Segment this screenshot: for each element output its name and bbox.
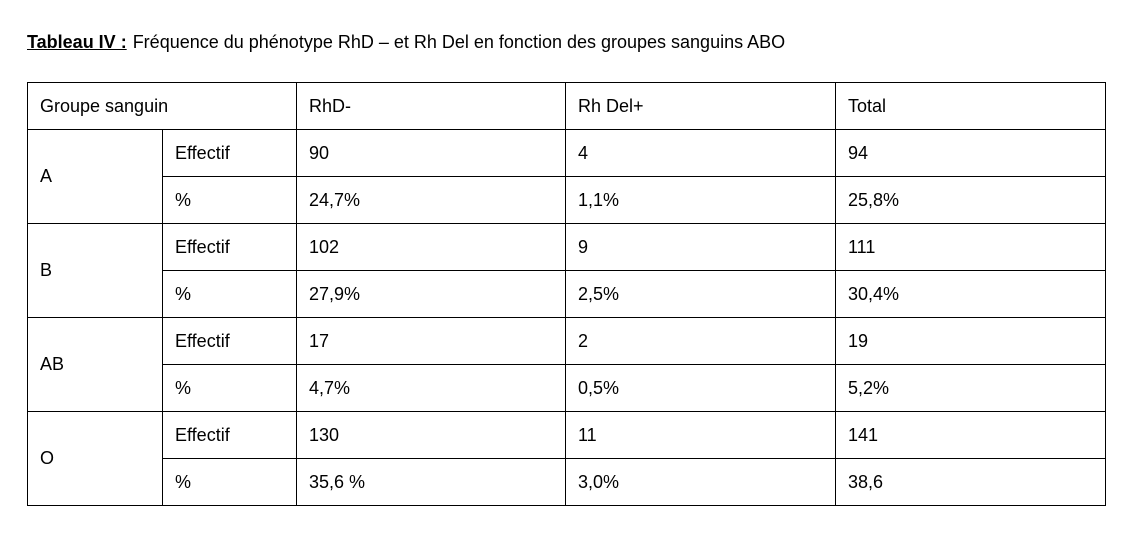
caption: Tableau IV : Fréquence du phénotype RhD –… — [27, 32, 785, 53]
value-cell: 94 — [835, 129, 1106, 177]
value-cell: 38,6 — [835, 458, 1106, 506]
group-cell: AB — [27, 317, 163, 412]
measure-cell: Effectif — [162, 223, 297, 271]
value-cell: 17 — [296, 317, 566, 365]
measure-cell: % — [162, 364, 297, 412]
row: A Effectif 90 4 94 — [27, 129, 1106, 224]
value-cell: 4,7% — [296, 364, 566, 412]
value-cell: 35,6 % — [296, 458, 566, 506]
value-cell: 2 — [565, 317, 836, 365]
value-cell: 0,5% — [565, 364, 836, 412]
value-cell: 11 — [565, 411, 836, 459]
measure-cell: % — [162, 270, 297, 318]
value-cell: 30,4% — [835, 270, 1106, 318]
row: % 4,7% 0,5% 5,2% — [28, 364, 1106, 412]
value-cell: 27,9% — [296, 270, 566, 318]
value-cell: 24,7% — [296, 176, 566, 224]
row: B Effectif 102 9 111 — [27, 223, 1106, 318]
value-cell: 2,5% — [565, 270, 836, 318]
row: AB Effectif 17 2 19 — [27, 317, 1106, 412]
group-cell: B — [27, 223, 163, 318]
value-cell: 3,0% — [565, 458, 836, 506]
value-cell: 141 — [835, 411, 1106, 459]
value-cell: 1,1% — [565, 176, 836, 224]
header-cell: Total — [835, 82, 1106, 130]
measure-cell: Effectif — [162, 317, 297, 365]
header-cell: Groupe sanguin — [27, 82, 297, 130]
value-cell: 19 — [835, 317, 1106, 365]
value-cell: 25,8% — [835, 176, 1106, 224]
table: Groupe sanguin RhD- Rh Del+ Total A Effectif 9… — [27, 82, 1106, 506]
value-cell: 9 — [565, 223, 836, 271]
group-cell: O — [27, 411, 163, 506]
measure-cell: % — [162, 176, 297, 224]
measure-cell: % — [162, 458, 297, 506]
header-row: Groupe sanguin RhD- Rh Del+ Total — [27, 82, 1106, 130]
measure-cell: Effectif — [162, 129, 297, 177]
header-cell: Rh Del+ — [565, 82, 836, 130]
row: % 27,9% 2,5% 30,4% — [28, 270, 1106, 318]
value-cell: 102 — [296, 223, 566, 271]
table-body: Groupe sanguin RhD- Rh Del+ Total A Effectif 9… — [27, 82, 1106, 506]
value-cell: 90 — [296, 129, 566, 177]
row: % 24,7% 1,1% 25,8% — [28, 176, 1106, 224]
value-cell: 5,2% — [835, 364, 1106, 412]
group-cell: A — [27, 129, 163, 224]
caption-label: Tableau IV : — [27, 32, 127, 52]
header-cell: RhD- — [296, 82, 566, 130]
measure-cell: Effectif — [162, 411, 297, 459]
row: % 35,6 % 3,0% 38,6 — [28, 458, 1106, 506]
value-cell: 130 — [296, 411, 566, 459]
value-cell: 4 — [565, 129, 836, 177]
caption-text: Fréquence du phénotype RhD – et Rh Del e… — [132, 32, 786, 52]
row: O Effectif 130 11 141 — [27, 411, 1106, 506]
value-cell: 111 — [835, 223, 1106, 271]
